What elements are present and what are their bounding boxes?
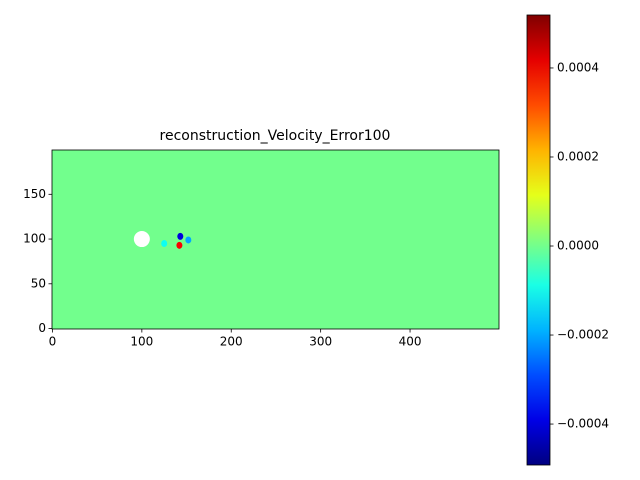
y-tick-label: 150 xyxy=(23,187,46,201)
axes-frame xyxy=(51,149,500,330)
x-tick-label: 200 xyxy=(220,335,243,349)
x-tick-label: 300 xyxy=(309,335,332,349)
colorbar-tick-label: 0.0004 xyxy=(557,60,599,74)
y-tick-label: 50 xyxy=(31,276,46,290)
heatmap-cell xyxy=(185,236,192,244)
x-tick-label: 400 xyxy=(399,335,422,349)
colorbar xyxy=(526,14,551,466)
heatmap-cell xyxy=(161,240,168,248)
heatmap-cell xyxy=(177,232,184,240)
chart-title: reconstruction_Velocity_Error100 xyxy=(160,128,391,144)
heatmap-cell xyxy=(176,241,183,249)
colorbar-tick-label: −0.0002 xyxy=(557,328,609,342)
y-tick-label: 0 xyxy=(38,321,46,335)
heatmap-background xyxy=(52,150,499,329)
x-tick-label: 100 xyxy=(130,335,153,349)
y-tick-label: 100 xyxy=(23,232,46,246)
colorbar-tick-label: 0.0002 xyxy=(557,149,599,163)
colorbar-tick-label: 0.0000 xyxy=(557,239,599,253)
colorbar-tick-label: −0.0004 xyxy=(557,417,609,431)
x-tick-label: 0 xyxy=(49,335,57,349)
obstacle xyxy=(133,231,150,248)
